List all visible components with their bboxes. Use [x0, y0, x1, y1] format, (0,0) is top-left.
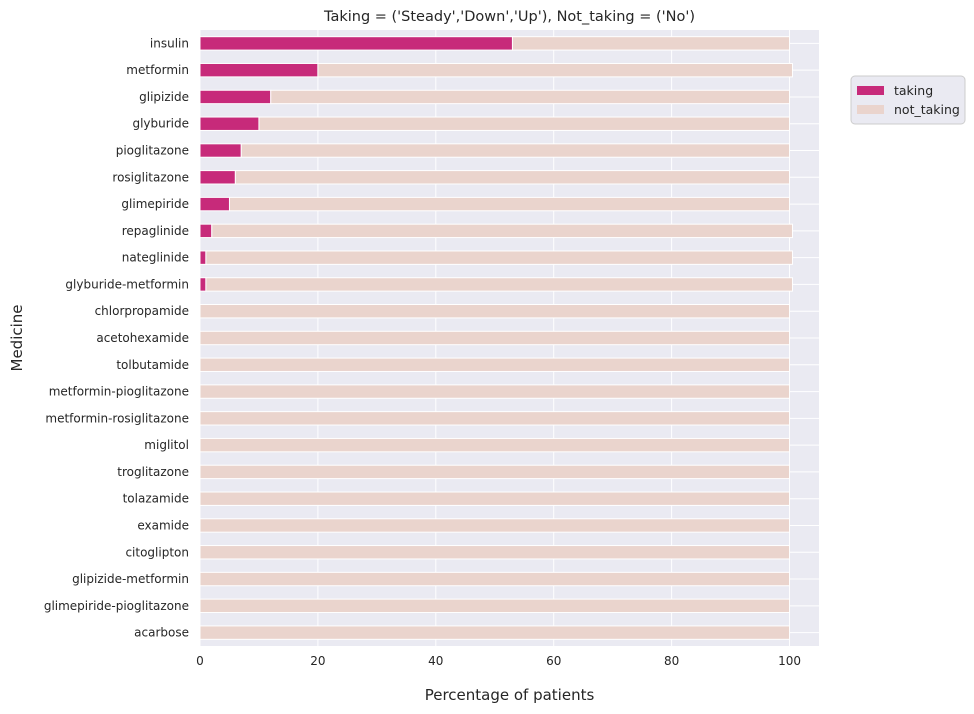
bar-not-taking-insulin: [511, 36, 791, 51]
bar-not-taking-glyburide-metformin: [205, 277, 793, 292]
bar-taking-glipizide: [199, 89, 272, 105]
x-tick-label: 60: [546, 654, 561, 668]
bar-not-taking-acarbose: [199, 625, 791, 640]
bar-not-taking-glimepiride: [228, 196, 791, 212]
bar-taking-insulin: [199, 36, 513, 51]
bar-not-taking-metformin-pioglitazone: [199, 384, 791, 399]
y-tick-label: rosiglitazone: [112, 170, 189, 184]
bar-not-taking-glyburide: [258, 116, 791, 131]
legend-label-taking: taking: [894, 83, 933, 98]
y-tick-label: miglitol: [144, 438, 189, 452]
bar-not-taking-glimepiride-pioglitazone: [199, 598, 791, 614]
y-tick-label: metformin: [126, 63, 189, 77]
y-tick-label: examide: [137, 518, 189, 532]
bar-not-taking-metformin: [317, 62, 793, 78]
y-tick-label: glyburide: [132, 117, 189, 131]
bar-not-taking-chlorpropamide: [199, 304, 791, 319]
x-tick-label: 40: [428, 654, 443, 668]
bar-taking-metformin: [199, 62, 319, 78]
y-tick-label: acetohexamide: [96, 331, 189, 345]
y-tick-label: metformin-pioglitazone: [49, 385, 189, 399]
chart-title: Taking = ('Steady','Down','Up'), Not_tak…: [323, 9, 695, 25]
bar-not-taking-rosiglitazone: [234, 170, 791, 185]
bar-not-taking-tolbutamide: [199, 357, 791, 372]
y-tick-label: nateglinide: [122, 251, 189, 265]
legend-swatch-taking: [857, 86, 884, 95]
bar-not-taking-nateglinide: [205, 250, 793, 265]
bar-not-taking-metformin-rosiglitazone: [199, 411, 791, 426]
bar-taking-pioglitazone: [199, 143, 242, 158]
x-tick-labels: 0 20 40 60 80 100: [196, 654, 801, 668]
bar-taking-repaglinide: [199, 223, 213, 239]
y-tick-label: acarbose: [134, 626, 189, 640]
bar-taking-glyburide-metformin: [199, 277, 207, 292]
bar-not-taking-citoglipton: [199, 545, 791, 560]
legend: taking not_taking: [850, 75, 966, 125]
y-tick-label: glipizide-metformin: [72, 572, 189, 586]
y-tick-label: glyburide-metformin: [65, 277, 189, 291]
y-tick-label: chlorpropamide: [95, 304, 189, 318]
y-tick-label: citoglipton: [125, 545, 189, 559]
bar-not-taking-glipizide: [270, 89, 791, 105]
bar-taking-nateglinide: [199, 250, 207, 265]
y-tick-label: insulin: [150, 36, 189, 50]
x-tick-label: 100: [778, 654, 801, 668]
y-axis-label: Medicine: [8, 304, 26, 371]
bar-not-taking-tolazamide: [199, 491, 791, 506]
bar-taking-glimepiride: [199, 196, 230, 212]
y-tick-labels: insulin metformin glipizide glyburide piogli…: [44, 36, 189, 639]
y-tick-label: metformin-rosiglitazone: [45, 411, 189, 425]
x-tick-label: 80: [664, 654, 679, 668]
bar-not-taking-repaglinide: [211, 223, 793, 239]
bar-taking-rosiglitazone: [199, 170, 236, 185]
bar-not-taking-acetohexamide: [199, 330, 791, 346]
bar-not-taking-troglitazone: [199, 464, 791, 480]
x-tick-label: 20: [310, 654, 325, 668]
y-tick-label: glipizide: [139, 90, 189, 104]
bar-not-taking-pioglitazone: [240, 143, 791, 158]
y-tick-label: glimepiride: [121, 197, 189, 211]
y-tick-label: tolazamide: [123, 492, 189, 506]
y-tick-label: troglitazone: [117, 465, 189, 479]
bars: [199, 36, 793, 640]
bar-taking-glyburide: [199, 116, 260, 131]
bar-not-taking-miglitol: [199, 437, 791, 453]
legend-swatch-not-taking: [857, 105, 884, 114]
y-tick-label: glimepiride-pioglitazone: [44, 599, 189, 613]
y-tick-label: tolbutamide: [116, 358, 189, 372]
y-tick-label: repaglinide: [122, 224, 189, 238]
bar-not-taking-glipizide-metformin: [199, 571, 791, 587]
x-tick-label: 0: [196, 654, 204, 668]
legend-label-not-taking: not_taking: [894, 102, 960, 117]
bar-not-taking-examide: [199, 518, 791, 533]
y-tick-label: pioglitazone: [116, 144, 189, 158]
x-axis-label: Percentage of patients: [425, 686, 595, 704]
